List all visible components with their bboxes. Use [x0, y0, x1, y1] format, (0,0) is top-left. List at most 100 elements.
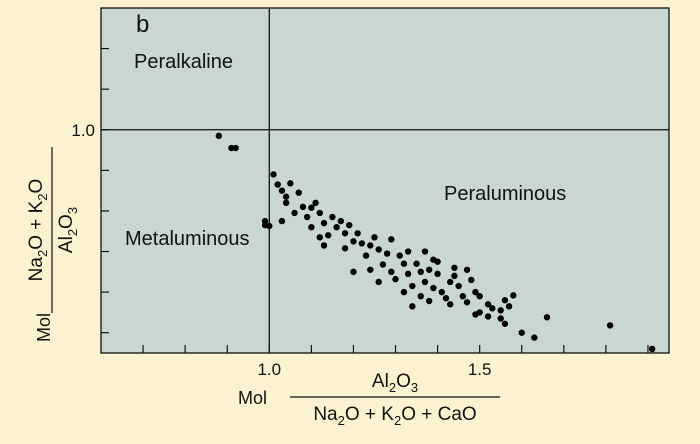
data-point — [455, 282, 462, 290]
data-point — [648, 345, 656, 353]
data-point — [531, 334, 538, 341]
data-point — [400, 260, 408, 267]
data-point — [459, 292, 467, 300]
x-tick-label: 1.5 — [468, 360, 492, 379]
data-point — [388, 236, 395, 243]
region-label-metaluminous: Metaluminous — [125, 228, 250, 250]
data-point — [291, 209, 298, 217]
data-point — [341, 245, 349, 252]
data-point — [367, 266, 374, 273]
data-point — [392, 275, 399, 283]
x-axis-prefix: Mol — [238, 388, 267, 408]
y-axis-prefix: Mol — [34, 313, 54, 342]
data-point — [320, 242, 328, 249]
data-point — [375, 278, 382, 286]
data-point — [346, 221, 353, 229]
data-point — [484, 313, 492, 320]
data-point — [484, 301, 492, 308]
data-point — [442, 295, 450, 302]
data-point — [476, 292, 483, 300]
data-point — [350, 238, 357, 245]
data-point — [451, 272, 458, 280]
data-point — [472, 311, 479, 318]
data-point — [371, 234, 378, 241]
plot-area — [100, 7, 670, 354]
reference-lines — [101, 8, 669, 353]
data-point — [606, 322, 614, 329]
data-point — [333, 223, 340, 231]
data-point — [232, 144, 239, 152]
data-point — [438, 288, 445, 296]
data-point — [308, 223, 315, 231]
data-point — [434, 258, 441, 265]
data-point — [350, 268, 357, 276]
data-point — [367, 242, 374, 249]
tick-labels: 1.0 1.5 1.0 — [71, 121, 491, 379]
data-point — [278, 217, 286, 225]
region-label-peralkaline: Peralkaline — [134, 51, 233, 73]
data-points — [215, 132, 656, 353]
data-point — [409, 303, 416, 310]
data-point — [501, 297, 509, 304]
data-point — [447, 301, 454, 308]
region-label-peraluminous: Peraluminous — [444, 183, 566, 205]
y-axis-title: Mol Na2O + K2O Al2O3 — [26, 147, 80, 342]
data-point — [375, 246, 382, 253]
data-point — [400, 288, 408, 296]
data-point — [295, 189, 302, 196]
data-point — [266, 222, 273, 230]
data-point — [362, 252, 370, 259]
data-point — [325, 232, 332, 239]
data-point — [543, 314, 551, 321]
x-axis-denominator: Na2O + K2O + CaO — [313, 404, 476, 428]
data-point — [409, 282, 416, 290]
data-point — [320, 219, 328, 227]
data-point — [396, 252, 403, 259]
data-point — [316, 209, 323, 217]
data-point — [501, 320, 509, 327]
data-point — [337, 217, 345, 225]
x-axis-ticks — [142, 345, 649, 353]
data-point — [421, 248, 429, 255]
data-point — [421, 278, 429, 286]
data-point — [425, 297, 433, 305]
x-axis-title: Mol Al2O3 Na2O + K2O + CaO — [238, 371, 500, 428]
data-point — [417, 292, 424, 300]
y-axis-ticks — [101, 47, 109, 334]
data-point — [379, 261, 387, 268]
data-point — [463, 299, 471, 306]
y-axis-numerator: Na2O + K2O — [26, 179, 50, 282]
data-point — [316, 234, 323, 241]
data-point — [451, 264, 458, 271]
data-point — [404, 270, 412, 278]
data-point — [274, 181, 281, 188]
data-point — [518, 329, 525, 336]
data-point — [329, 213, 336, 221]
data-point — [270, 171, 277, 178]
data-point — [404, 248, 412, 255]
data-point — [413, 260, 420, 267]
data-point — [417, 268, 424, 276]
data-point — [447, 278, 454, 286]
y-axis-denominator: Al2O3 — [56, 207, 80, 253]
data-point — [463, 266, 471, 273]
y-tick-label: 1.0 — [71, 121, 95, 140]
data-point — [358, 240, 366, 247]
panel-label: b — [136, 11, 149, 38]
data-point — [430, 284, 437, 292]
data-point — [312, 199, 319, 207]
data-point — [497, 315, 504, 322]
data-point — [472, 288, 479, 296]
data-point — [497, 307, 504, 314]
data-point — [354, 230, 361, 237]
x-axis-numerator: Al2O3 — [372, 371, 418, 395]
data-point — [510, 292, 517, 299]
data-point — [308, 204, 315, 211]
x-tick-label: 1.0 — [257, 360, 281, 379]
data-point — [278, 187, 286, 194]
data-point — [505, 303, 513, 310]
data-point — [215, 132, 223, 140]
data-point — [303, 213, 311, 221]
data-point — [468, 276, 475, 284]
